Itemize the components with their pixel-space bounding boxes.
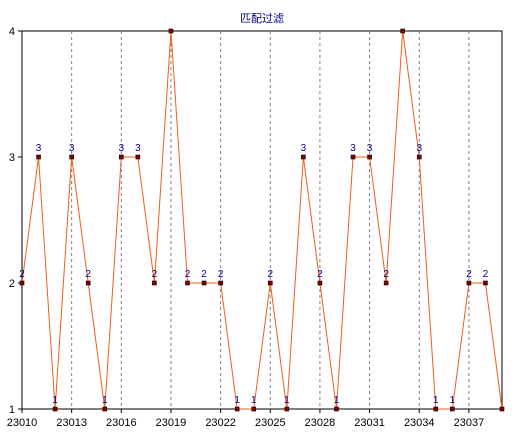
data-markers bbox=[19, 28, 505, 412]
data-point-marker bbox=[119, 154, 124, 160]
data-point-marker bbox=[135, 154, 141, 160]
data-point-marker bbox=[301, 154, 306, 160]
data-point-label: 2 bbox=[201, 269, 207, 280]
data-point-marker bbox=[234, 406, 240, 412]
data-point-label: 3 bbox=[135, 143, 141, 154]
data-point-marker bbox=[367, 154, 372, 160]
data-point-label: 3 bbox=[119, 143, 125, 154]
data-point-marker bbox=[284, 406, 290, 412]
y-tick-label: 1 bbox=[9, 404, 15, 416]
data-point-marker bbox=[19, 280, 25, 286]
x-tick-label: 23016 bbox=[106, 417, 137, 429]
data-point-label: 2 bbox=[185, 269, 191, 280]
data-point-label: 2 bbox=[85, 269, 91, 280]
x-tick-label: 23010 bbox=[7, 417, 38, 429]
data-point-marker bbox=[52, 406, 58, 412]
data-point-label: 2 bbox=[152, 269, 158, 280]
y-tick-label: 4 bbox=[9, 26, 15, 38]
x-tick-label: 23031 bbox=[354, 417, 385, 429]
data-point-marker bbox=[168, 28, 174, 34]
series-line-group bbox=[21, 30, 503, 410]
data-point-label: 1 bbox=[284, 395, 290, 406]
data-point-label: 3 bbox=[36, 143, 42, 154]
data-point-label: 2 bbox=[267, 269, 273, 280]
data-point-marker bbox=[334, 406, 339, 412]
data-point-label: 1 bbox=[450, 395, 456, 406]
data-point-label: 2 bbox=[218, 269, 224, 280]
y-tick-label: 3 bbox=[9, 152, 15, 164]
data-point-marker bbox=[85, 280, 91, 286]
data-point-label: 1 bbox=[433, 395, 439, 406]
data-point-marker bbox=[251, 406, 257, 412]
data-point-marker bbox=[218, 280, 223, 286]
data-point-label: 3 bbox=[301, 143, 307, 154]
data-point-label: 3 bbox=[69, 143, 75, 154]
data-point-label: 1 bbox=[52, 395, 58, 406]
data-point-label: 3 bbox=[350, 143, 356, 154]
data-point-marker bbox=[317, 280, 323, 286]
grid-lines bbox=[71, 31, 470, 409]
x-tick-label: 23034 bbox=[404, 417, 435, 429]
data-point-marker bbox=[350, 154, 356, 160]
x-tick-label: 23037 bbox=[454, 417, 485, 429]
data-point-marker bbox=[400, 28, 405, 34]
data-point-label: 2 bbox=[483, 269, 489, 280]
axes: 23010 23013 23016 23019 23022 23025 23028 23031… bbox=[7, 26, 484, 429]
data-point-label: 3 bbox=[416, 143, 422, 154]
data-point-marker bbox=[433, 406, 439, 412]
data-point-marker bbox=[152, 280, 157, 286]
data-point-label: 1 bbox=[234, 395, 240, 406]
data-point-marker bbox=[69, 154, 74, 160]
data-point-label: 2 bbox=[19, 269, 25, 280]
chart-title: 匹配过滤 bbox=[240, 12, 284, 25]
data-point-marker bbox=[416, 154, 422, 160]
data-point-label: 1 bbox=[251, 395, 257, 406]
data-point-marker bbox=[102, 406, 108, 412]
x-tick-label: 23028 bbox=[305, 417, 336, 429]
data-point-marker bbox=[36, 154, 41, 160]
plot-area-frame bbox=[21, 30, 503, 410]
x-tick-label: 23025 bbox=[255, 417, 286, 429]
data-point-label: 1 bbox=[102, 395, 108, 406]
x-tick-label: 23013 bbox=[56, 417, 87, 429]
data-point-marker bbox=[185, 280, 190, 286]
data-point-label: 3 bbox=[367, 143, 373, 154]
data-point-marker bbox=[499, 406, 505, 412]
data-point-label: 2 bbox=[383, 269, 389, 280]
data-point-marker bbox=[267, 280, 273, 286]
x-tick-label: 23019 bbox=[156, 417, 187, 429]
x-tick-label: 23022 bbox=[205, 417, 236, 429]
data-point-marker bbox=[383, 280, 389, 286]
data-point-marker bbox=[466, 280, 472, 286]
data-point-marker bbox=[483, 280, 488, 286]
series-line bbox=[21, 30, 503, 410]
data-point-marker bbox=[201, 280, 207, 286]
data-point-label: 2 bbox=[466, 269, 472, 280]
data-point-marker bbox=[450, 406, 455, 412]
data-point-label: 1 bbox=[334, 395, 340, 406]
y-tick-label: 2 bbox=[9, 278, 15, 290]
data-point-label: 2 bbox=[317, 269, 323, 280]
